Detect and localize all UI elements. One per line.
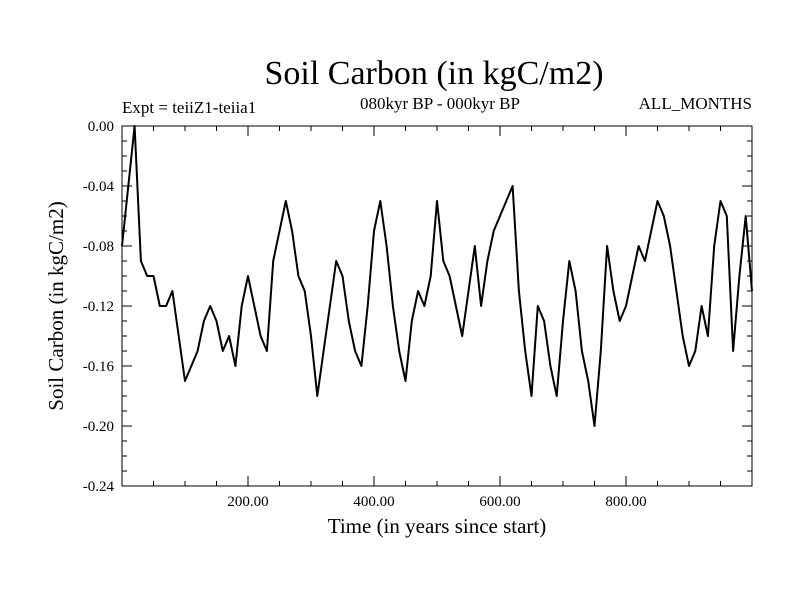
plot-frame xyxy=(121,125,753,487)
x-axis-label: Time (in years since start) xyxy=(328,514,547,538)
y-tick-label: 0.00 xyxy=(88,119,114,135)
experiment-label: Expt = teiiZ1-teiia1 xyxy=(122,98,256,117)
y-tick-label: -0.12 xyxy=(83,299,114,315)
y-tick-label: -0.08 xyxy=(83,239,114,255)
chart-title: Soil Carbon (in kgC/m2) xyxy=(264,55,603,92)
series-line xyxy=(121,125,753,427)
plot-area: 200.00 400.00 600.00 800.00 0.00 -0.04 -0.08 -0… xyxy=(83,119,753,510)
x-tick-label: 400.00 xyxy=(353,494,394,510)
x-tick-label: 800.00 xyxy=(605,494,646,510)
y-tick-label: -0.20 xyxy=(83,419,114,435)
y-tick-label: -0.16 xyxy=(83,359,115,375)
y-tick-label: -0.04 xyxy=(83,179,115,195)
x-tick-label: 600.00 xyxy=(479,494,520,510)
x-tick-label: 200.00 xyxy=(227,494,268,510)
y-tick-label: -0.24 xyxy=(83,479,115,495)
time-range-label: 080kyr BP - 000kyr BP xyxy=(360,94,520,113)
months-label: ALL_MONTHS xyxy=(639,94,752,113)
y-axis-label: Soil Carbon (in kgC/m2) xyxy=(44,201,68,410)
